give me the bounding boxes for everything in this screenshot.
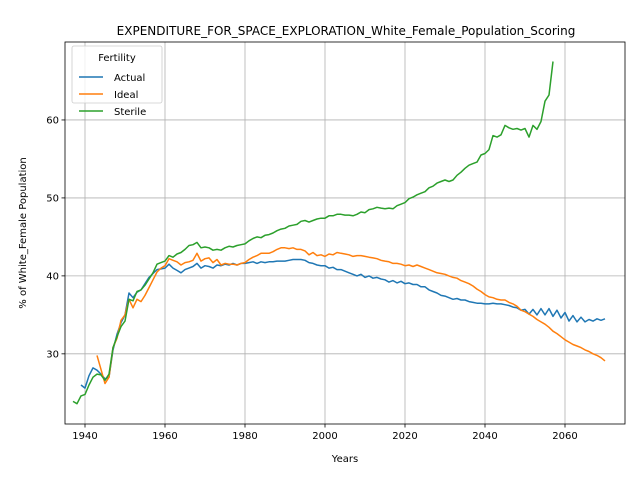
y-tick-label: 40: [46, 271, 59, 282]
x-axis-label: Years: [331, 454, 358, 465]
axis-ticks: 1940 1960 1980 2000 2020 2040 2060 30 40 50 60: [46, 115, 577, 442]
legend-title: Fertility: [98, 53, 136, 64]
x-tick-label: 2020: [392, 431, 417, 442]
y-tick-label: 60: [46, 115, 59, 126]
legend-box: [71, 45, 163, 104]
grid-lines: [65, 42, 625, 424]
x-tick-label: 1940: [72, 431, 97, 442]
y-axis-label: % of White_Female Population: [18, 157, 29, 308]
x-tick-label: 2000: [312, 431, 337, 442]
x-tick-label: 2060: [552, 431, 577, 442]
x-tick-label: 1960: [152, 431, 177, 442]
legend-label-ideal: Ideal: [114, 90, 138, 101]
legend-label-actual: Actual: [114, 73, 145, 84]
series-line-ideal: [96, 247, 606, 385]
plot-frame: [64, 41, 626, 425]
series-line-actual: [80, 258, 606, 389]
series-lines: [72, 61, 606, 405]
y-tick-label: 30: [46, 349, 59, 360]
x-tick-label: 1980: [232, 431, 257, 442]
legend-label-sterile: Sterile: [114, 107, 146, 118]
series-line-sterile: [72, 61, 554, 405]
chart-title: EXPENDITURE_FOR_SPACE_EXPLORATION_White_…: [117, 24, 576, 38]
legend: Fertility Actual Ideal Sterile: [71, 45, 163, 118]
y-tick-label: 50: [46, 193, 59, 204]
x-tick-label: 2040: [472, 431, 497, 442]
